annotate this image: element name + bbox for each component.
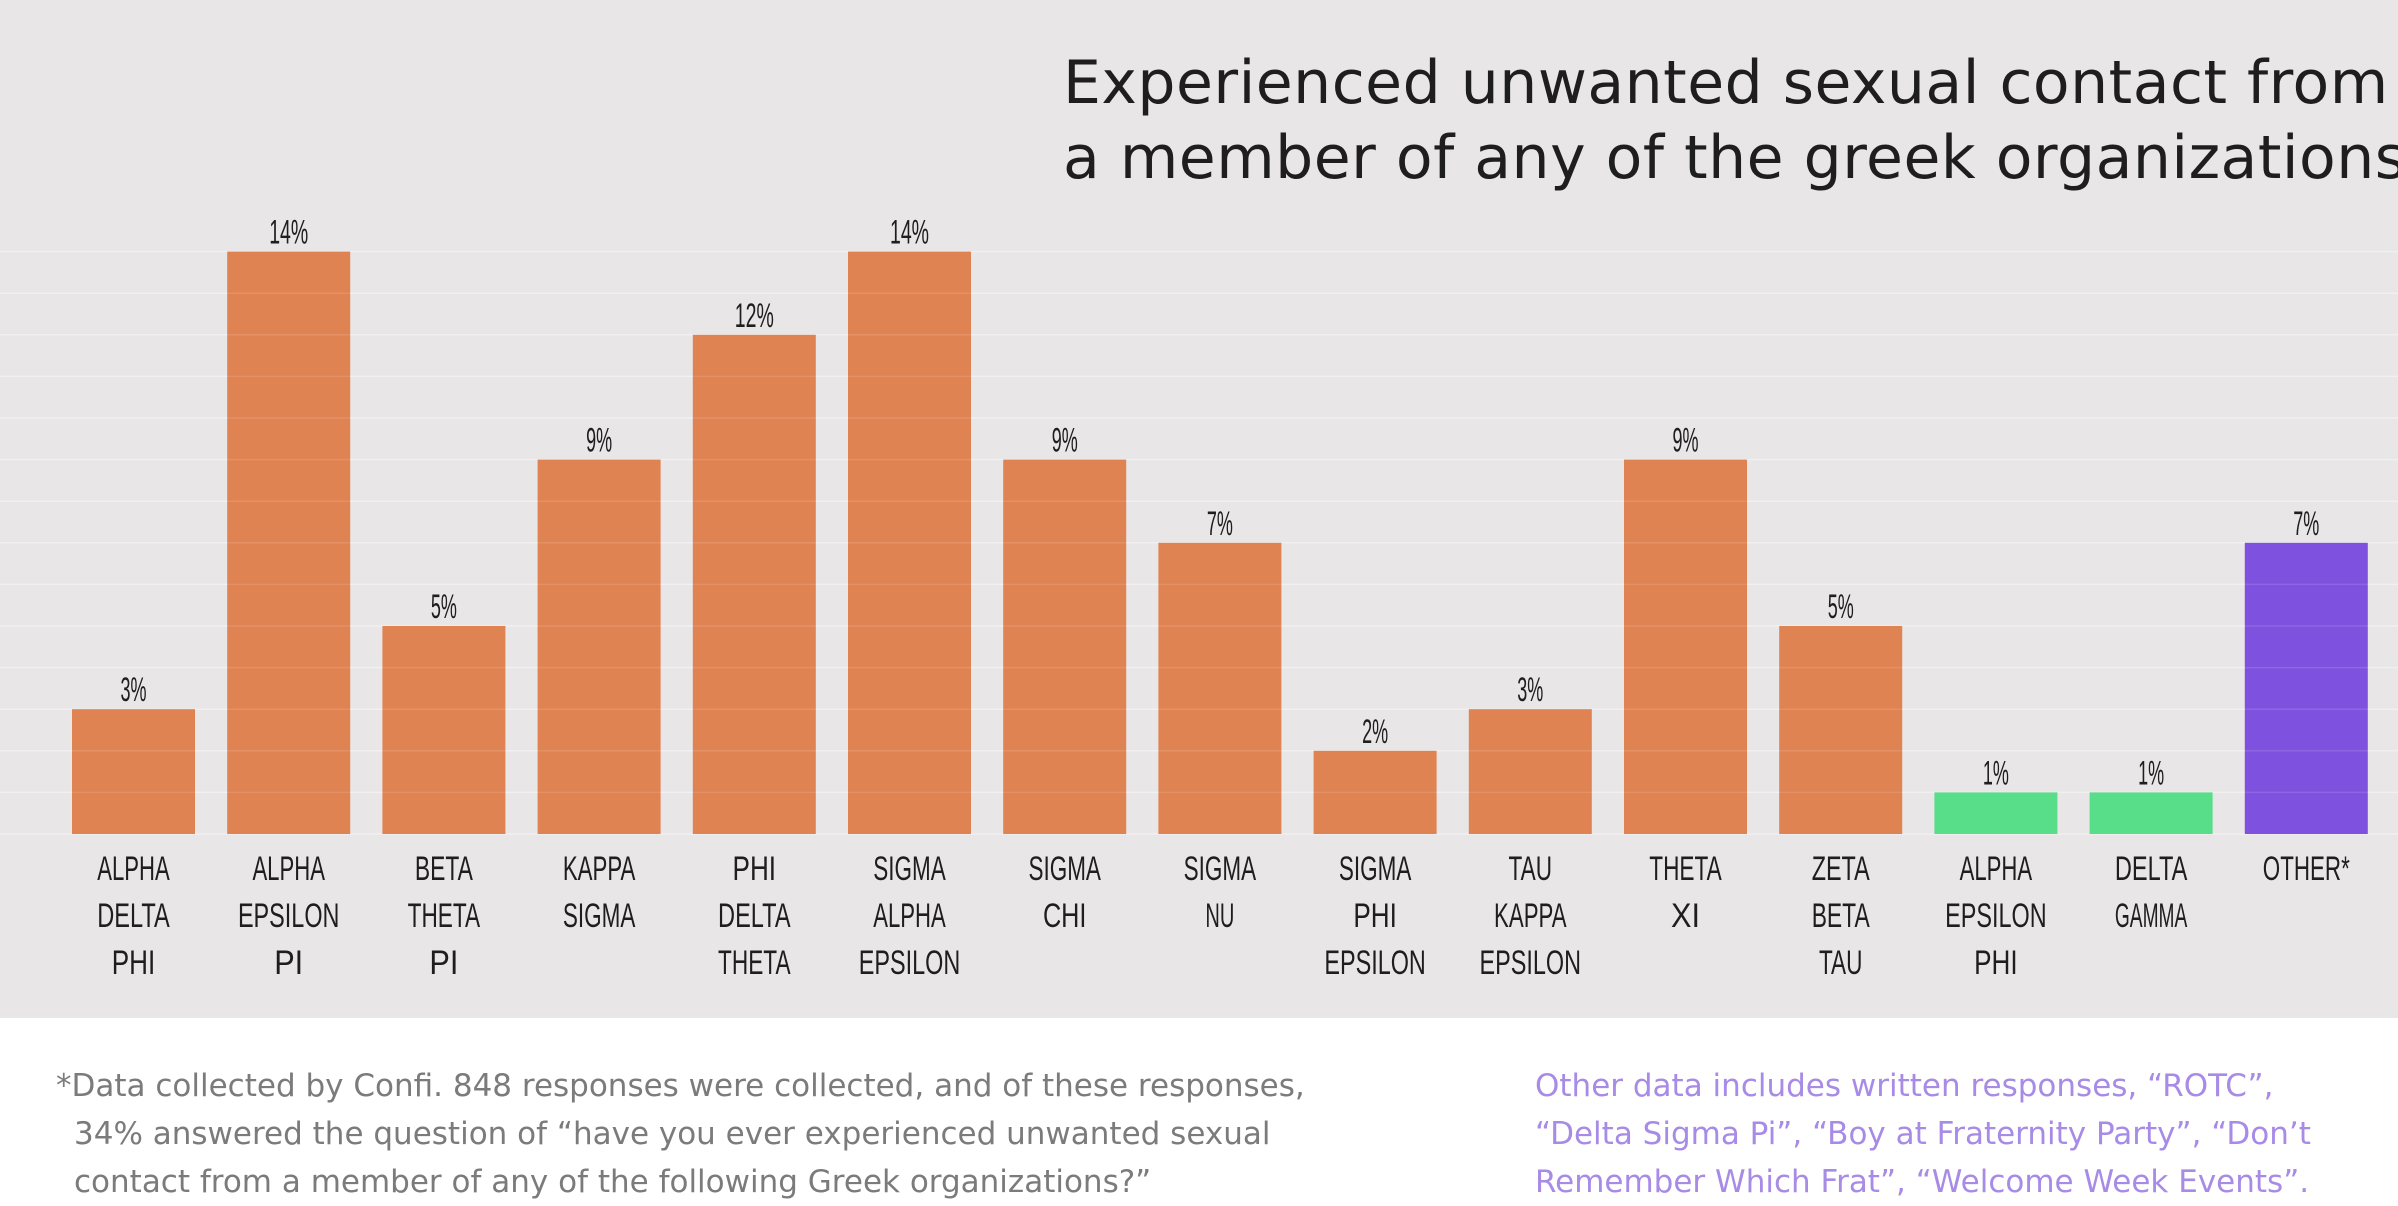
- category-label: GAMMA: [2115, 897, 2188, 935]
- category-label: PHI: [733, 850, 777, 888]
- value-label: 5%: [431, 588, 457, 626]
- bar-kappa-sigma: [537, 459, 661, 834]
- bar-sigma-alpha-epsilon: [848, 251, 971, 835]
- value-label: 12%: [735, 297, 774, 335]
- category-label: ALPHA: [873, 897, 946, 935]
- category-label: DELTA: [718, 897, 791, 935]
- other-category-footnote-line-2: “Delta Sigma Pi”, “Boy at Fraternity Par…: [1535, 1116, 2311, 1152]
- methodology-footnote-line-2: 34% answered the question of “have you e…: [74, 1116, 1271, 1152]
- bar-alpha-epsilon-pi: [227, 251, 351, 835]
- category-label: THETA: [1649, 850, 1722, 888]
- category-label: TAU: [1509, 850, 1553, 888]
- value-label: 1%: [2138, 754, 2164, 792]
- chart-panel: 3% 14% 5% 9% 12% 14% 9% 7% 2% 3% 9% 5% 1% 1% 7% ALPHA D…: [0, 0, 2398, 1018]
- value-label: 14%: [269, 214, 308, 252]
- value-labels: 3% 14% 5% 9% 12% 14% 9% 7% 2% 3% 9% 5% 1% 1% 7%: [121, 214, 2320, 793]
- category-label: EPSILON: [1480, 944, 1582, 982]
- category-label: PI: [274, 944, 303, 982]
- category-label: PI: [429, 944, 458, 982]
- chart-title: Experienced unwanted sexual contact from…: [1063, 46, 2398, 196]
- other-category-footnote: Other data includes written responses, “…: [1535, 1062, 2375, 1206]
- category-label: NU: [1205, 897, 1234, 935]
- value-label: 9%: [1673, 422, 1699, 460]
- category-label: SIGMA: [873, 850, 946, 888]
- category-label: CHI: [1043, 897, 1087, 935]
- methodology-footnote-line-3: contact from a member of any of the foll…: [74, 1164, 1152, 1200]
- value-label: 9%: [586, 422, 612, 460]
- methodology-footnote: *Data collected by Confi. 848 responses …: [56, 1062, 1386, 1206]
- category-label: PHI: [112, 944, 156, 982]
- bar-sigma-chi: [1003, 459, 1127, 834]
- category-label: KAPPA: [563, 850, 636, 888]
- bar-tau-kappa-epsilon: [1468, 709, 1592, 834]
- category-label: OTHER*: [2263, 850, 2350, 888]
- category-label: SIGMA: [1184, 850, 1257, 888]
- category-label: SIGMA: [563, 897, 636, 935]
- value-label: 1%: [1983, 754, 2009, 792]
- value-label: 3%: [121, 671, 147, 709]
- chart-title-line-1: Experienced unwanted sexual contact from: [1063, 48, 2389, 118]
- category-label: ALPHA: [252, 850, 325, 888]
- chart-title-line-2: a member of any of the greek organizatio…: [1063, 123, 2398, 193]
- category-label: TAU: [1819, 944, 1863, 982]
- category-label: ALPHA: [1960, 850, 2033, 888]
- bar-sigma-nu: [1158, 542, 1282, 834]
- category-label: EPSILON: [1945, 897, 2047, 935]
- category-label: PHI: [1974, 944, 2018, 982]
- value-label: 9%: [1052, 422, 1078, 460]
- bar-zeta-beta-tau: [1779, 626, 1903, 834]
- other-category-footnote-line-1: Other data includes written responses, “…: [1535, 1068, 2274, 1104]
- bar-phi-delta-theta: [692, 334, 816, 834]
- value-label: 7%: [1207, 505, 1233, 543]
- bar-chart: 3% 14% 5% 9% 12% 14% 9% 7% 2% 3% 9% 5% 1% 1% 7% ALPHA D…: [72, 213, 2368, 982]
- bar-theta-xi: [1624, 459, 1747, 834]
- value-label: 5%: [1828, 588, 1854, 626]
- value-label: 7%: [2293, 505, 2319, 543]
- category-label: THETA: [408, 897, 481, 935]
- bar-alpha-delta-phi: [72, 709, 195, 834]
- category-label: EPSILON: [859, 944, 961, 982]
- value-label: 3%: [1517, 671, 1543, 709]
- category-label: EPSILON: [238, 897, 340, 935]
- category-label: KAPPA: [1494, 897, 1567, 935]
- category-label: BETA: [1812, 897, 1870, 935]
- value-label: 14%: [890, 214, 929, 252]
- category-label: XI: [1671, 897, 1700, 935]
- category-label: DELTA: [97, 897, 170, 935]
- bar-sigma-phi-epsilon: [1313, 750, 1437, 834]
- category-label: DELTA: [2115, 850, 2188, 888]
- category-label: ZETA: [1812, 850, 1870, 888]
- category-label: SIGMA: [1028, 850, 1101, 888]
- bar-delta-gamma: [2089, 792, 2213, 834]
- methodology-footnote-line-1: *Data collected by Confi. 848 responses …: [56, 1068, 1305, 1104]
- category-label: SIGMA: [1339, 850, 1412, 888]
- bars: [72, 251, 2368, 835]
- category-labels: ALPHA DELTA PHI ALPHA EPSILON PI BETA THETA PI KA…: [97, 850, 2350, 982]
- value-label: 2%: [1362, 713, 1388, 751]
- category-label: BETA: [415, 850, 473, 888]
- other-category-footnote-line-3: Remember Which Frat”, “Welcome Week Even…: [1535, 1164, 2310, 1200]
- category-label: PHI: [1353, 897, 1397, 935]
- bar-other: [2244, 542, 2368, 834]
- category-label: THETA: [718, 944, 791, 982]
- category-label: EPSILON: [1324, 944, 1426, 982]
- bar-beta-theta-pi: [382, 626, 506, 834]
- bar-alpha-epsilon-phi: [1934, 792, 2058, 834]
- category-label: ALPHA: [97, 850, 170, 888]
